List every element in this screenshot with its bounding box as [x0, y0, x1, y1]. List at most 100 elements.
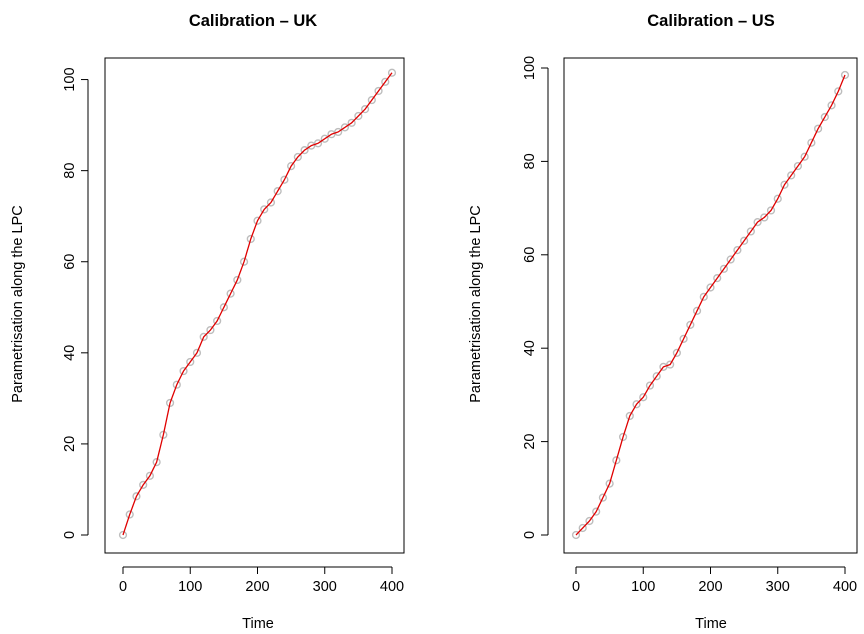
y-tick-label: 80 — [62, 163, 78, 179]
data-point — [760, 213, 769, 222]
y-axis-label: Parametrisation along the LPC — [10, 205, 26, 402]
data-point — [571, 530, 581, 540]
data-point — [354, 111, 363, 121]
data-point — [840, 70, 850, 80]
y-tick-label: 0 — [522, 531, 538, 539]
chart-title: Calibration – US — [647, 12, 774, 30]
data-point — [578, 523, 587, 533]
data-points — [118, 68, 397, 540]
data-point — [381, 77, 390, 86]
data-point — [713, 274, 722, 283]
y-axis-label: Parametrisation along the LPC — [468, 205, 484, 402]
data-point — [192, 348, 202, 357]
data-point — [313, 139, 323, 148]
data-point — [172, 380, 181, 389]
plot-frame — [104, 57, 405, 554]
chart-uk: Calibration – UK 0 100 200 300 400 0 20 40 60 80… — [10, 12, 405, 632]
y-tick-label: 80 — [522, 153, 538, 169]
data-point — [246, 234, 255, 244]
data-point — [706, 283, 715, 292]
data-point — [632, 400, 641, 409]
y-tick-label: 40 — [522, 340, 538, 356]
data-point — [813, 124, 823, 133]
x-tick-label: 0 — [119, 579, 127, 595]
y-tick-label: 100 — [62, 67, 78, 91]
data-point — [159, 430, 168, 439]
data-point — [374, 86, 383, 96]
data-point — [793, 161, 803, 171]
data-point — [645, 381, 655, 390]
data-point — [340, 123, 350, 132]
data-point — [612, 456, 621, 465]
data-point — [625, 411, 634, 421]
data-point — [320, 134, 329, 143]
data-point — [740, 236, 749, 245]
fitted-line — [575, 74, 846, 536]
x-tick-label: 400 — [833, 579, 857, 595]
data-point — [766, 206, 776, 215]
data-point — [233, 275, 242, 285]
x-tick-label: 0 — [572, 579, 580, 595]
x-tick-label: 300 — [313, 579, 337, 595]
x-tick-label: 400 — [380, 579, 404, 595]
x-axis: 0 100 200 300 400 — [119, 566, 404, 595]
data-point — [266, 198, 276, 207]
data-point — [165, 398, 175, 408]
data-point — [139, 480, 148, 490]
x-tick-label: 100 — [631, 579, 655, 595]
data-point — [179, 366, 188, 376]
data-point — [287, 161, 296, 171]
data-point — [239, 257, 249, 266]
data-point — [639, 393, 648, 402]
data-point — [807, 138, 816, 147]
data-point — [666, 360, 675, 369]
x-tick-label: 200 — [245, 579, 269, 595]
data-point — [361, 105, 370, 114]
data-point — [618, 432, 628, 442]
data-point — [347, 118, 356, 127]
fitted-line — [122, 72, 393, 536]
data-point — [686, 320, 695, 329]
x-tick-label: 100 — [178, 579, 202, 595]
data-point — [672, 348, 681, 357]
data-point — [206, 325, 215, 335]
data-point — [692, 306, 702, 315]
y-tick-label: 40 — [62, 345, 78, 361]
data-point — [260, 205, 269, 214]
data-point — [746, 227, 755, 236]
data-point — [118, 530, 128, 540]
data-point — [367, 95, 376, 105]
data-point — [273, 187, 282, 196]
data-point — [800, 152, 809, 161]
x-axis: 0 100 200 300 400 — [572, 566, 857, 595]
data-point — [186, 357, 195, 367]
y-tick-label: 20 — [522, 434, 538, 450]
data-point — [152, 458, 161, 467]
data-point — [733, 246, 742, 255]
data-point — [652, 372, 661, 381]
data-point — [787, 171, 796, 180]
data-point — [199, 332, 208, 341]
data-point — [679, 334, 688, 343]
data-point — [820, 112, 829, 122]
data-point — [145, 471, 155, 480]
data-points — [571, 70, 850, 540]
data-point — [780, 180, 789, 189]
x-axis-label: Time — [695, 616, 727, 632]
data-point — [213, 316, 222, 326]
y-tick-label: 60 — [522, 247, 538, 263]
data-point — [585, 516, 594, 526]
chart-title: Calibration – UK — [189, 12, 317, 30]
data-point — [592, 507, 601, 516]
data-point — [300, 146, 309, 155]
x-axis-label: Time — [242, 616, 274, 632]
y-tick-label: 60 — [62, 254, 78, 270]
data-point — [253, 216, 262, 225]
data-point — [132, 492, 141, 501]
data-point — [334, 127, 343, 137]
plot-frame — [563, 57, 858, 554]
data-point — [125, 510, 134, 519]
y-tick-label: 20 — [62, 436, 78, 452]
data-point — [598, 493, 608, 502]
